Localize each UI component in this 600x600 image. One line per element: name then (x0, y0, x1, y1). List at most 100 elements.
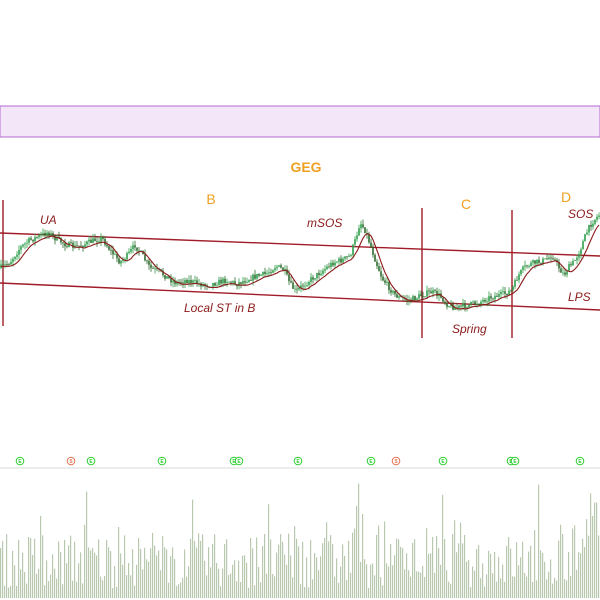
event-marker-label: E (232, 459, 236, 465)
volume-bar (230, 573, 232, 598)
candle-body (168, 276, 170, 279)
candle-body (58, 236, 60, 238)
candle-body (264, 271, 266, 274)
candle-body (42, 232, 44, 235)
candle-body (492, 298, 494, 300)
volume-bar (514, 576, 516, 598)
volume-bar (18, 540, 20, 598)
candle-body (194, 280, 196, 282)
annotation-sos: SOS (568, 207, 593, 221)
candle-body (378, 266, 380, 272)
candle-body (338, 258, 340, 262)
event-marker-label: E (160, 459, 164, 465)
volume-bar (476, 549, 478, 598)
candle-body (576, 257, 578, 261)
candle-body (462, 303, 464, 307)
volume-bar (246, 562, 248, 598)
volume-bar (406, 553, 408, 598)
phase-label-d: D (561, 189, 571, 205)
candle-body (520, 269, 522, 275)
volume-bar (180, 582, 182, 598)
volume-bar (30, 538, 32, 598)
channel-upper-line (0, 232, 600, 257)
volume-bar (344, 555, 346, 598)
volume-bar (4, 585, 6, 598)
candle-body (430, 291, 432, 294)
candle-body (384, 280, 386, 283)
volume-bar (352, 532, 354, 598)
candle-body (4, 264, 6, 265)
candle-body (254, 274, 256, 279)
volume-bar (348, 540, 350, 598)
phase-label-c: C (461, 196, 471, 212)
candle-body (22, 244, 24, 247)
candle-body (176, 281, 178, 285)
candle-body (450, 304, 452, 307)
volume-bar (372, 563, 374, 598)
volume-bar (310, 540, 312, 598)
candle-body (50, 233, 52, 236)
candle-body (448, 306, 450, 308)
candle-body (100, 236, 102, 242)
event-marker-label: S (69, 459, 73, 465)
volume-bar (558, 540, 560, 598)
candle-body (442, 297, 444, 302)
volume-bar (450, 583, 452, 598)
candle-body (532, 260, 534, 263)
volume-bar (394, 555, 396, 598)
volume-bar (506, 546, 508, 598)
volume-bar (320, 556, 322, 598)
candle-body (48, 232, 50, 236)
volume-bar (216, 562, 218, 598)
candle-body (494, 295, 496, 300)
event-marker-e (293, 456, 303, 466)
volume-bar (64, 539, 66, 598)
volume-bar (82, 583, 84, 598)
volume-bar (260, 582, 262, 598)
volume-bar (578, 552, 580, 598)
volume-bar (154, 545, 156, 598)
volume-bar (208, 547, 210, 598)
candle-body (134, 245, 136, 248)
volume-bar (174, 559, 176, 598)
volume-bar (270, 539, 272, 598)
candle-body (204, 284, 206, 286)
volume-bar (484, 586, 486, 598)
volume-bar (526, 576, 528, 598)
volume-bar (392, 565, 394, 598)
candle-body (328, 266, 330, 268)
candle-body (174, 280, 176, 285)
candle-body (286, 269, 288, 275)
candle-body (262, 271, 264, 275)
volume-bar (482, 563, 484, 598)
candle-body (230, 281, 232, 283)
candle-body (316, 272, 318, 279)
volume-bar (284, 554, 286, 598)
annotation-spring: Spring (452, 322, 487, 336)
candle-body (138, 250, 140, 252)
volume-bar (382, 585, 384, 598)
volume-bar (530, 545, 532, 598)
annotation-ua: UA (40, 213, 57, 227)
candle-body (150, 264, 152, 268)
event-marker-label: E (89, 459, 93, 465)
candle-body (486, 301, 488, 303)
candle-body (112, 250, 114, 255)
volume-bar (342, 544, 344, 598)
annotation-lps: LPS (568, 290, 591, 304)
volume-bar (556, 580, 558, 598)
volume-bar (426, 528, 428, 598)
volume-bar (250, 538, 252, 598)
candle-body (136, 247, 138, 251)
volume-bar (440, 564, 442, 598)
volume-bar (188, 566, 190, 598)
volume-bar (264, 534, 266, 598)
volume-bar (446, 570, 448, 598)
volume-bar (248, 587, 250, 598)
volume-bar (128, 563, 130, 598)
volume-bar (368, 587, 370, 598)
candle-body (118, 258, 120, 264)
candle-body (342, 258, 344, 263)
candle-body (428, 290, 430, 292)
candle-body (146, 260, 148, 262)
